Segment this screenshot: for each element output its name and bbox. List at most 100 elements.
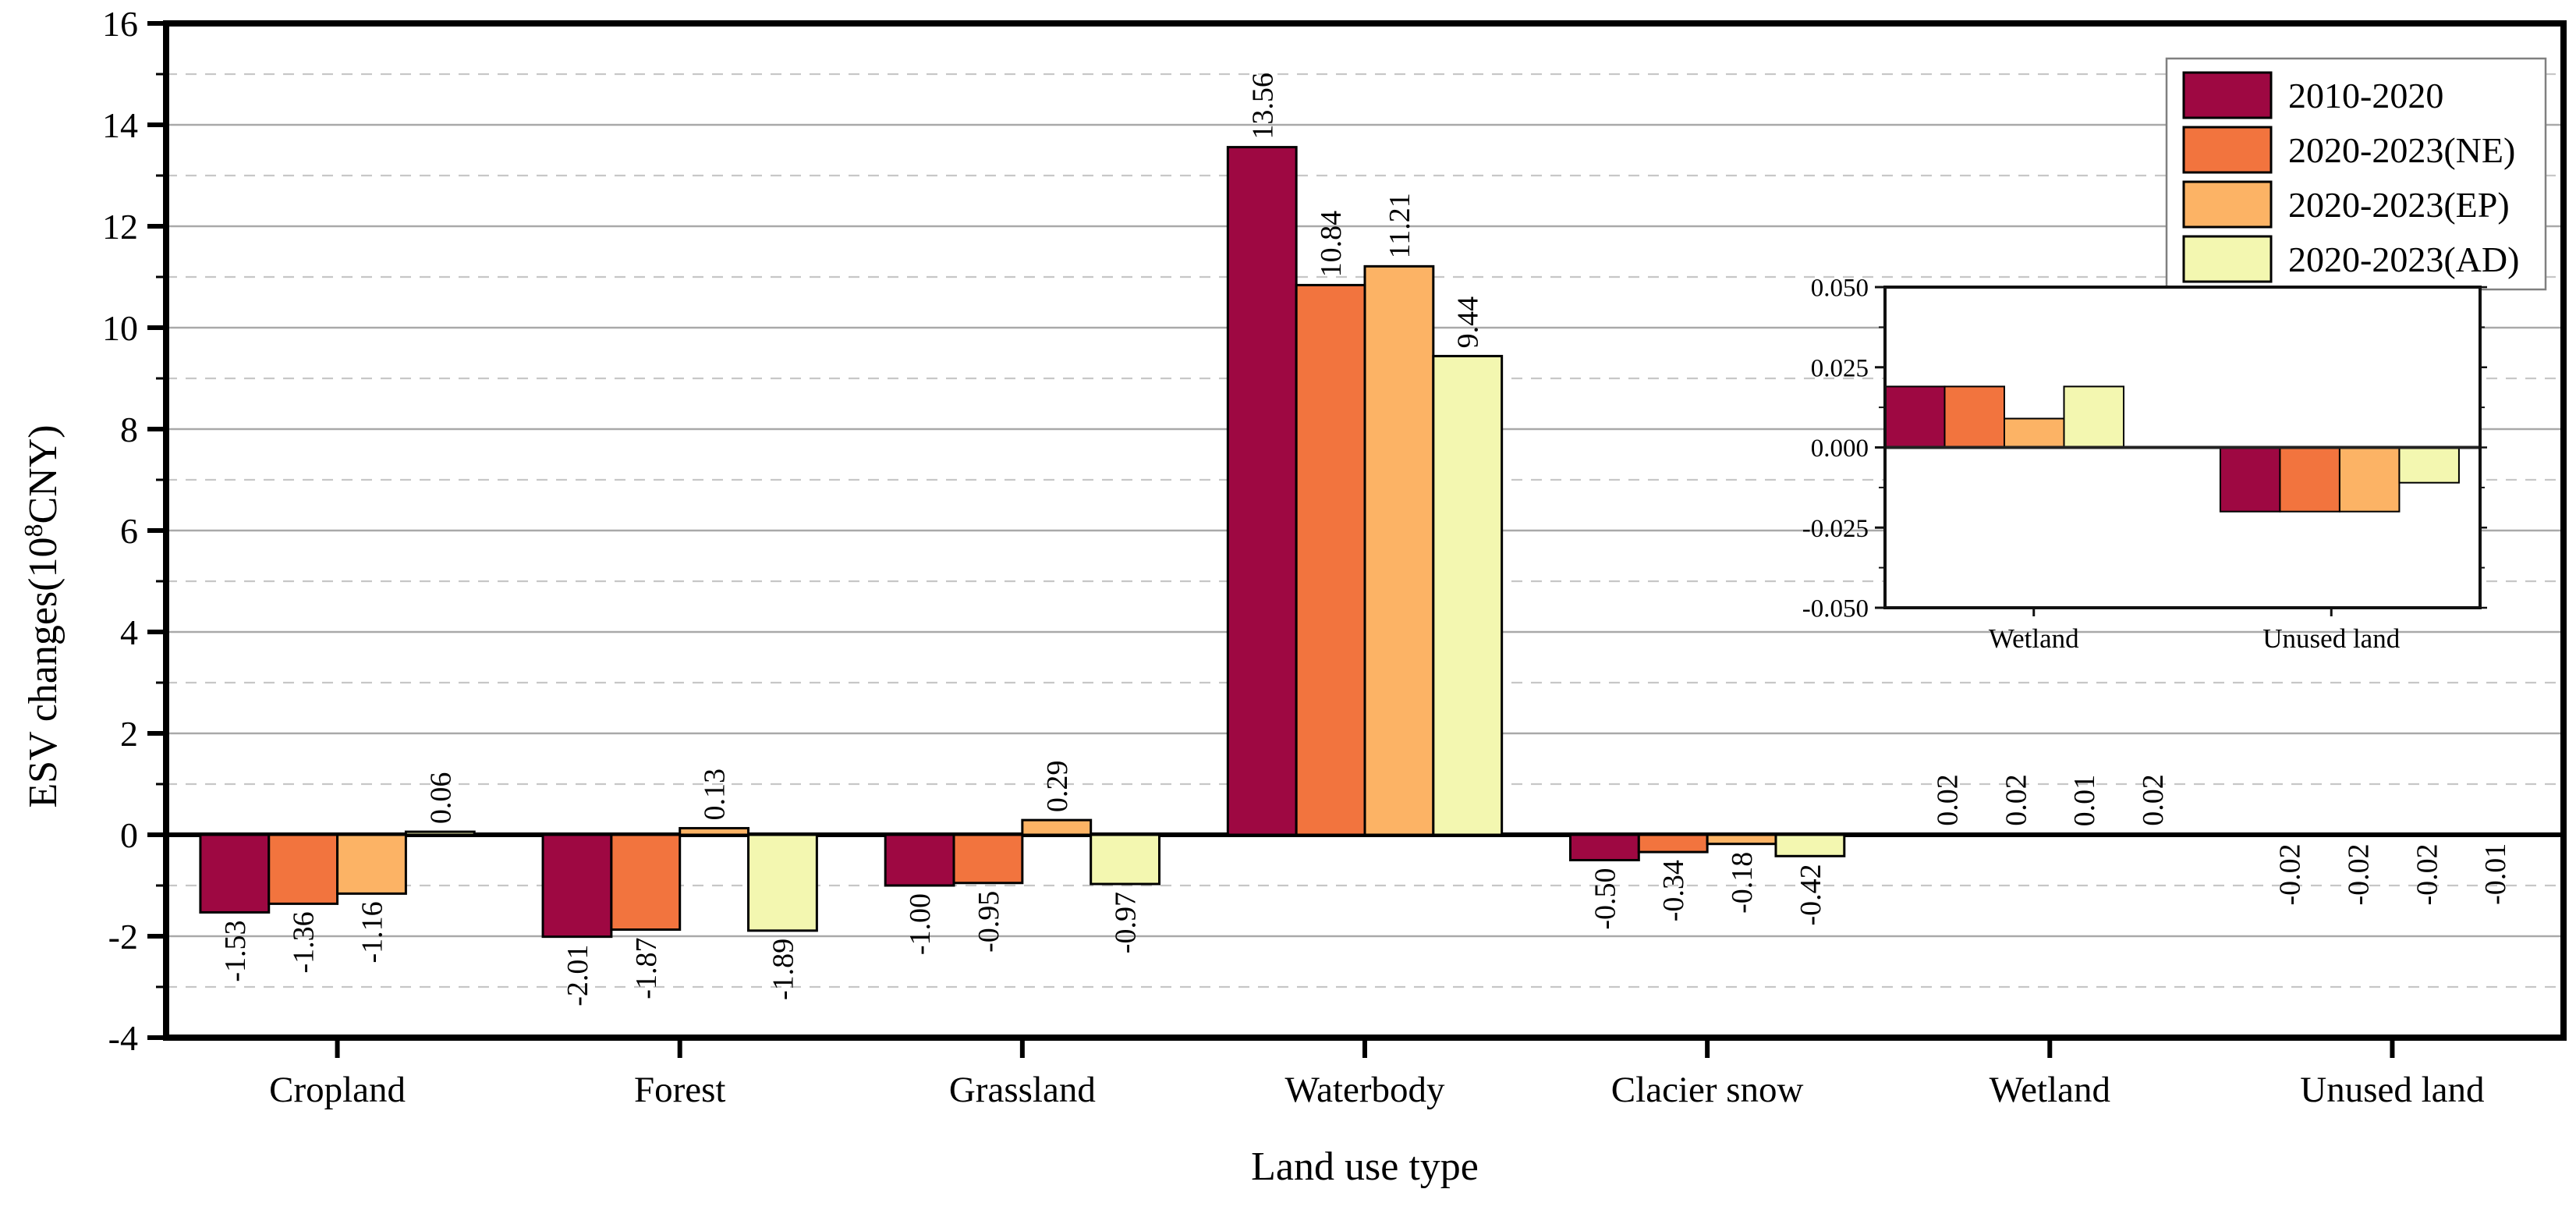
y-axis-title: ESV changes(108CNY): [19, 424, 66, 807]
y-tick-label: 4: [120, 612, 138, 652]
x-category-labels: Cropland Forest Grassland Waterbody Clacier …: [269, 1070, 2484, 1110]
y-tick-label: 10: [102, 308, 138, 348]
y-tick-label: 6: [120, 511, 138, 551]
inset-bar-2020-2023-ep-unused-land[interactable]: [2338, 446, 2401, 513]
bar-value-label: -0.01: [2479, 843, 2512, 905]
bar-2010-2020-forest[interactable]: [541, 833, 613, 939]
bar-2020-2023-ne-grassland[interactable]: [952, 833, 1024, 885]
bar-value-labels: -1.53 -2.01 -1.00 13.56 -0.50 0.02 -0.02 -1.36 -…: [219, 73, 2512, 1006]
legend-item-2020-2023-ep[interactable]: 2020-2023(EP): [2182, 180, 2510, 229]
bar-2010-2020-wetland[interactable]: [1912, 832, 1982, 836]
bar-2020-2023-ne-waterbody[interactable]: [1295, 283, 1366, 836]
bar-2010-2020-unused-land[interactable]: [2254, 833, 2326, 837]
inset-y-tick-label: 0.025: [1811, 354, 1869, 382]
bar-2020-2023-ep-waterbody[interactable]: [1363, 264, 1435, 836]
legend-item-2020-2023-ne[interactable]: 2020-2023(NE): [2182, 126, 2515, 174]
inset-bar-2010-2020-unused-land[interactable]: [2219, 446, 2281, 513]
y-tick-label: 2: [120, 714, 138, 754]
bar-value-label: -0.97: [1110, 892, 1143, 953]
legend-label: 2010-2020: [2288, 76, 2443, 115]
bar-2020-2023-ep-grassland[interactable]: [1021, 818, 1093, 836]
x-category-label-wetland: Wetland: [1990, 1070, 2110, 1110]
bar-2020-2023-ne-clacier-snow[interactable]: [1637, 833, 1709, 854]
legend-item-2010-2020[interactable]: 2010-2020: [2182, 71, 2443, 119]
y-tick-label: 16: [102, 4, 138, 44]
bar-2020-2023-ep-unused-land[interactable]: [2390, 833, 2462, 837]
bar-2020-2023-ad-clacier-snow[interactable]: [1774, 833, 1846, 857]
bar-value-label: 9.44: [1452, 296, 1485, 349]
bar-value-label: -0.95: [973, 891, 1005, 953]
inset-y-tick-label: 0.000: [1811, 435, 1869, 463]
bar-2010-2020-waterbody[interactable]: [1226, 146, 1298, 836]
inset-bar-2020-2023-ep-wetland[interactable]: [2004, 417, 2065, 449]
bar-value-label: 10.84: [1315, 211, 1348, 278]
legend-swatch-2010-2020: [2182, 71, 2273, 119]
bar-value-label: 0.02: [2137, 774, 2170, 826]
x-category-label-waterbody: Waterbody: [1284, 1070, 1445, 1110]
bar-value-label: -0.02: [2274, 843, 2307, 905]
bar-2020-2023-ne-unused-land[interactable]: [2323, 833, 2394, 837]
x-category-label-cropland: Cropland: [269, 1070, 406, 1110]
inset-x-category-label-wetland: Wetland: [1989, 623, 2079, 654]
x-category-label-unused-land: Unused land: [2300, 1070, 2484, 1110]
bar-value-label: 11.21: [1384, 193, 1416, 258]
bar-2020-2023-ep-cropland[interactable]: [336, 833, 407, 895]
bar-value-label: -1.16: [356, 901, 388, 963]
x-category-label-forest: Forest: [634, 1070, 726, 1110]
x-category-label-clacier-snow: Clacier snow: [1611, 1070, 1804, 1110]
bar-value-label: -0.02: [2343, 843, 2376, 905]
inset-bar-2020-2023-ne-unused-land[interactable]: [2279, 446, 2340, 513]
bar-2020-2023-ne-forest[interactable]: [610, 833, 682, 932]
bar-value-label: -0.02: [2411, 843, 2443, 905]
y-tick-label: 8: [120, 410, 138, 449]
bar-value-label: -0.42: [1795, 864, 1827, 925]
bar-2020-2023-ad-waterbody[interactable]: [1432, 354, 1504, 836]
y-tick-label: -2: [108, 917, 138, 956]
bar-2020-2023-ep-forest[interactable]: [679, 827, 750, 836]
inset-bar-2020-2023-ad-wetland[interactable]: [2063, 385, 2124, 449]
bar-2010-2020-clacier-snow[interactable]: [1568, 833, 1640, 861]
inset-chart: 0.050 0.025 0.000 -0.025 -0.050 Wetland Unused…: [1802, 275, 2487, 654]
y-tick-label: 12: [102, 207, 138, 247]
inset-bar-2010-2020-wetland[interactable]: [1884, 385, 1946, 449]
legend-swatch-2020-2023-ne: [2182, 126, 2273, 174]
legend-label: 2020-2023(AD): [2288, 240, 2519, 279]
legend-swatch-2020-2023-ep: [2182, 180, 2273, 229]
bar-2020-2023-ep-clacier-snow[interactable]: [1706, 833, 1777, 846]
bar-2020-2023-ad-wetland[interactable]: [2117, 832, 2188, 836]
inset-y-tick-label: 0.050: [1811, 275, 1869, 303]
bar-2020-2023-ad-grassland[interactable]: [1090, 833, 1161, 886]
legend: 2010-2020 2020-2023(NE) 2020-2023(EP) 2020-…: [2165, 57, 2547, 291]
inset-bar-2020-2023-ne-wetland[interactable]: [1944, 385, 2005, 449]
bar-value-label: 0.13: [699, 768, 732, 821]
y-tick-label: -4: [108, 1018, 138, 1058]
y-tick-label: 14: [102, 105, 138, 145]
legend-item-2020-2023-ad[interactable]: 2020-2023(AD): [2182, 235, 2519, 283]
bar-2020-2023-ep-wetland[interactable]: [2048, 832, 2120, 837]
bar-2020-2023-ad-unused-land[interactable]: [2459, 833, 2531, 837]
bar-value-label: 0.02: [2000, 774, 2032, 826]
bar-value-label: -1.89: [767, 939, 799, 1000]
inset-y-tick-label: -0.025: [1802, 515, 1869, 543]
bar-2010-2020-grassland[interactable]: [884, 833, 955, 887]
bar-value-label: -0.34: [1657, 860, 1690, 921]
x-axis-title: Land use type: [1251, 1145, 1479, 1189]
bar-value-label: -0.50: [1589, 868, 1621, 930]
bar-value-label: 0.01: [2068, 775, 2101, 827]
bar-value-label: -2.01: [562, 945, 594, 1006]
bar-2020-2023-ne-wetland[interactable]: [1979, 832, 2051, 836]
bar-2020-2023-ad-forest[interactable]: [747, 833, 818, 932]
bar-2020-2023-ne-cropland[interactable]: [268, 833, 339, 905]
inset-bar-2020-2023-ad-unused-land[interactable]: [2398, 446, 2460, 484]
axis-ticks: [147, 21, 2395, 1058]
bar-value-label: 0.06: [424, 772, 457, 825]
x-category-label-grassland: Grassland: [949, 1070, 1096, 1110]
legend-label: 2020-2023(NE): [2288, 130, 2515, 170]
bar-value-label: -1.53: [219, 920, 252, 981]
bar-2020-2023-ad-cropland[interactable]: [404, 830, 476, 836]
y-tick-labels: 16 14 12 10 8 6 4 2 0 -2 -4: [102, 4, 138, 1058]
bar-2010-2020-cropland[interactable]: [199, 833, 271, 914]
inset-y-tick-label: -0.050: [1802, 595, 1869, 623]
